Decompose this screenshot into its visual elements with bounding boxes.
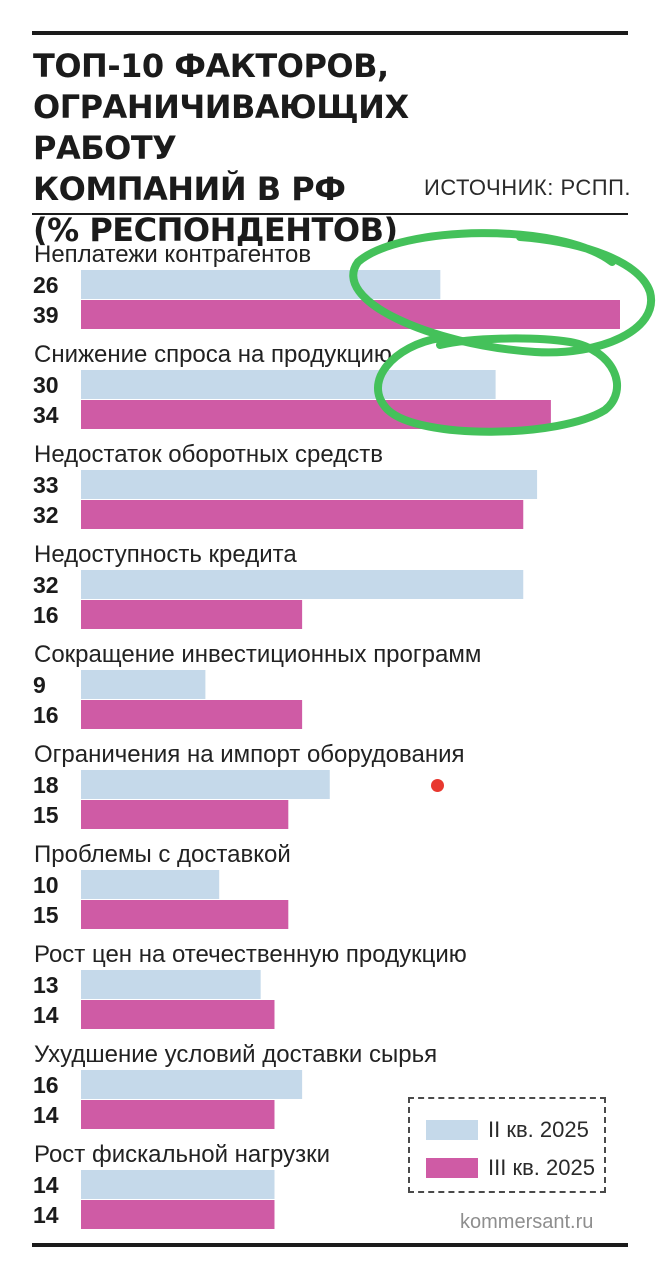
bar-q3 xyxy=(81,1000,275,1029)
bar-q2 xyxy=(81,370,496,399)
value-label: 13 xyxy=(33,972,59,998)
category-label: Ограничения на импорт оборудования xyxy=(34,741,465,768)
chart-source: ИСТОЧНИК: РСПП. xyxy=(424,175,632,200)
bar-q2 xyxy=(81,270,441,299)
legend: II кв. 2025 III кв. 2025 xyxy=(408,1097,606,1193)
chart-title: ТОП-10 ФАКТОРОВ, ОГРАНИЧИВАЮЩИХ РАБОТУ К… xyxy=(33,47,409,249)
value-label: 14 xyxy=(33,1202,59,1228)
chart-credit: kommersant.ru xyxy=(460,1211,594,1233)
category-label: Снижение спроса на продукцию xyxy=(34,341,392,368)
bar-q3 xyxy=(81,500,524,529)
bar-q2 xyxy=(81,870,220,899)
category-label: Рост фискальной нагрузки xyxy=(34,1141,330,1168)
legend-label-q3: III кв. 2025 xyxy=(488,1155,595,1180)
bar-q2 xyxy=(81,470,538,499)
value-label: 15 xyxy=(33,902,59,928)
bar-q2 xyxy=(81,570,524,599)
bar-q2 xyxy=(81,1170,275,1199)
bar-q3 xyxy=(81,1100,275,1129)
bar-q3 xyxy=(81,800,289,829)
bar-q3 xyxy=(81,1200,275,1229)
value-label: 32 xyxy=(33,502,59,528)
category-label: Сокращение инвестиционных программ xyxy=(34,641,481,668)
value-label: 10 xyxy=(33,872,59,898)
bar-q3 xyxy=(81,400,551,429)
value-label: 15 xyxy=(33,802,59,828)
value-label: 33 xyxy=(33,472,59,498)
value-label: 39 xyxy=(33,302,59,328)
legend-label-q2: II кв. 2025 xyxy=(488,1117,589,1142)
value-label: 14 xyxy=(33,1002,59,1028)
value-label: 14 xyxy=(33,1172,59,1198)
category-label: Недоступность кредита xyxy=(34,541,297,568)
category-label: Недостаток оборотных средств xyxy=(34,441,383,468)
bar-q3 xyxy=(81,300,620,329)
category-label: Ухудшение условий доставки сырья xyxy=(34,1041,437,1068)
bar-q3 xyxy=(81,900,289,929)
value-label: 26 xyxy=(33,272,59,298)
value-label: 34 xyxy=(33,402,59,428)
bar-q2 xyxy=(81,1070,303,1099)
bar-q3 xyxy=(81,700,303,729)
value-label: 18 xyxy=(33,772,59,798)
category-label: Неплатежи контрагентов xyxy=(34,241,311,268)
value-label: 9 xyxy=(33,672,46,698)
bar-q2 xyxy=(81,770,330,799)
bar-q3 xyxy=(81,600,303,629)
value-label: 16 xyxy=(33,602,59,628)
highlight-circle-2 xyxy=(374,334,621,436)
bar-q2 xyxy=(81,970,261,999)
category-label: Рост цен на отечественную продукцию xyxy=(34,941,467,968)
highlight-circle-1 xyxy=(349,229,656,357)
legend-item-q3: III кв. 2025 xyxy=(426,1155,595,1181)
bottom-rule xyxy=(32,1243,628,1247)
title-divider xyxy=(32,213,628,215)
legend-item-q2: II кв. 2025 xyxy=(426,1117,589,1143)
value-label: 16 xyxy=(33,1072,59,1098)
value-label: 16 xyxy=(33,702,59,728)
top-rule xyxy=(32,31,628,35)
legend-swatch-q3 xyxy=(426,1158,478,1178)
value-label: 14 xyxy=(33,1102,59,1128)
red-marker-dot xyxy=(431,779,444,792)
legend-swatch-q2 xyxy=(426,1120,478,1140)
bar-q2 xyxy=(81,670,206,699)
category-label: Проблемы с доставкой xyxy=(34,841,291,868)
value-label: 32 xyxy=(33,572,59,598)
value-label: 30 xyxy=(33,372,59,398)
